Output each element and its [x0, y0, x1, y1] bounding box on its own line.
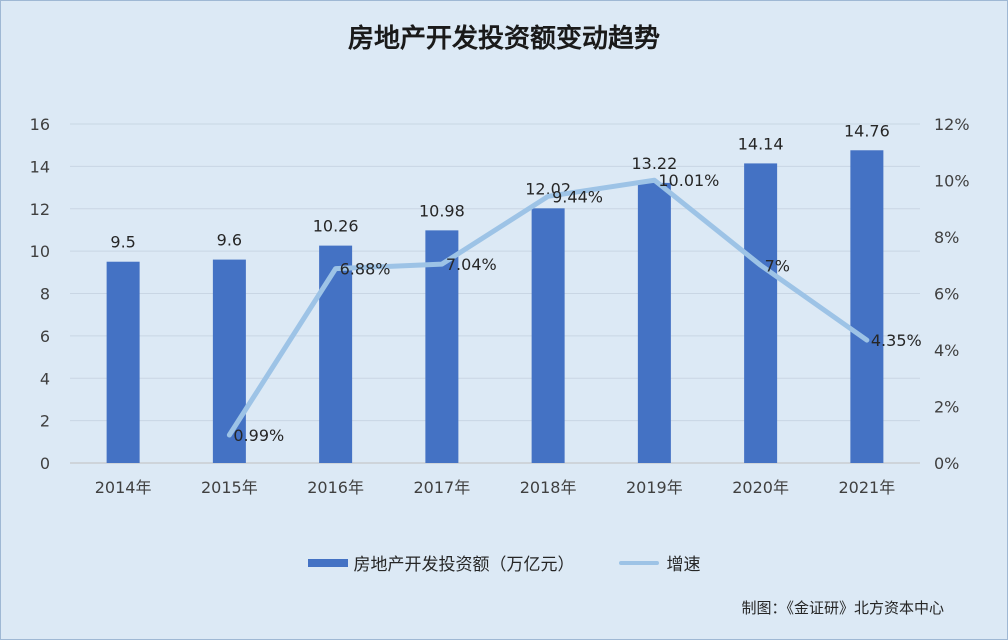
- x-tick-label: 2020年: [732, 478, 789, 497]
- line-data-label: 0.99%: [233, 426, 284, 445]
- y-right-tick-label: 4%: [934, 341, 959, 360]
- line-data-label: 9.44%: [552, 187, 603, 206]
- source-note: 制图：《金证研》北方资本中心: [741, 599, 944, 617]
- bar: [531, 208, 565, 463]
- y-left-tick-label: 10: [30, 242, 50, 261]
- legend-swatch-line: [618, 560, 659, 565]
- y-left-tick-label: 2: [40, 412, 50, 431]
- y-left-tick-label: 8: [40, 285, 50, 304]
- bar: [212, 259, 246, 463]
- x-tick-label: 2018年: [520, 478, 577, 497]
- legend-swatch-bar: [307, 558, 348, 567]
- legend-label-line: 增速: [666, 555, 701, 575]
- line-data-label: 6.88%: [340, 260, 391, 279]
- line-data-label: 7.04%: [446, 255, 497, 274]
- x-tick-label: 2014年: [95, 478, 152, 497]
- y-right-tick-label: 2%: [934, 398, 959, 417]
- x-tick-label: 2021年: [839, 478, 896, 497]
- y-left-tick-label: 14: [30, 157, 50, 176]
- bar-data-label: 10.26: [313, 217, 359, 236]
- y-left-tick-label: 0: [40, 454, 50, 473]
- bar-data-label: 14.14: [738, 134, 784, 153]
- x-tick-label: 2019年: [626, 478, 683, 497]
- y-right-tick-label: 8%: [934, 228, 959, 247]
- bar-data-label: 13.22: [631, 154, 677, 173]
- bar: [637, 182, 671, 463]
- line-data-label: 7%: [765, 256, 790, 275]
- bar-data-label: 14.76: [844, 121, 890, 140]
- bar-data-label: 9.6: [217, 231, 242, 250]
- legend-item-line: 增速: [618, 550, 701, 575]
- bar: [744, 163, 778, 463]
- y-left-tick-label: 4: [40, 369, 50, 388]
- legend-item-bar: 房地产开发投资额（万亿元）: [307, 550, 575, 575]
- line-data-label: 10.01%: [658, 171, 719, 190]
- chart-title: 房地产开发投资额变动趋势: [347, 24, 660, 54]
- legend: 房地产开发投资额（万亿元） 增速: [0, 550, 1008, 575]
- line-data-label: 4.35%: [871, 331, 922, 350]
- y-right-tick-label: 6%: [934, 285, 959, 304]
- bar: [425, 230, 459, 463]
- bar: [850, 150, 884, 463]
- y-right-tick-label: 12%: [934, 115, 970, 134]
- y-right-tick-label: 10%: [934, 172, 970, 191]
- x-tick-label: 2015年: [201, 478, 258, 497]
- x-tick-label: 2016年: [307, 478, 364, 497]
- y-left-tick-label: 16: [30, 115, 50, 134]
- y-left-tick-label: 6: [40, 327, 50, 346]
- x-tick-label: 2017年: [414, 478, 471, 497]
- growth-line: [226, 177, 870, 438]
- y-right-tick-label: 0%: [934, 454, 959, 473]
- bar-data-label: 10.98: [419, 201, 465, 220]
- bar-data-label: 9.5: [110, 233, 135, 252]
- legend-label-bar: 房地产开发投资额（万亿元）: [353, 555, 575, 575]
- bar: [106, 261, 140, 463]
- y-left-tick-label: 12: [30, 200, 50, 219]
